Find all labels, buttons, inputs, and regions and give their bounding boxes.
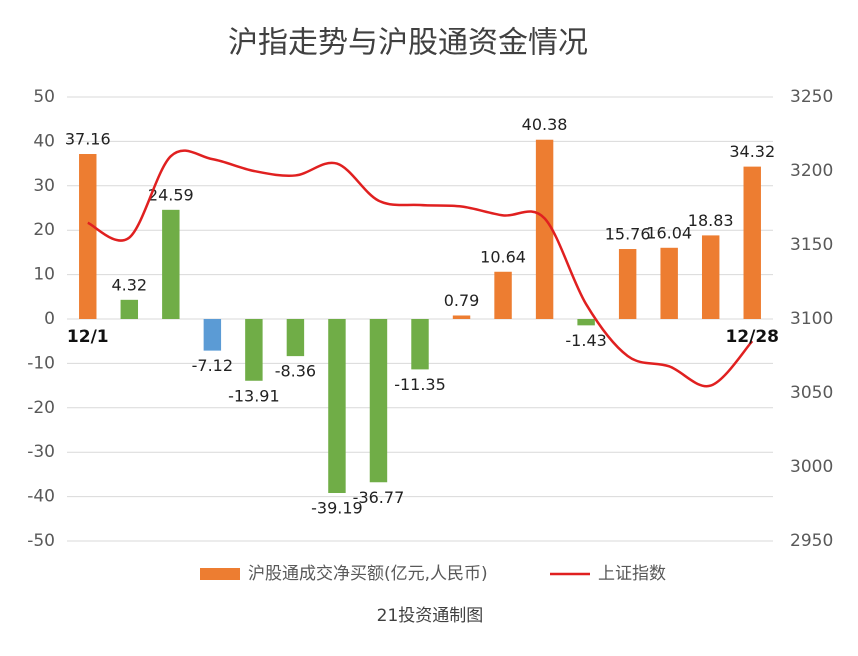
bar [494,271,512,319]
data-label: 24.59 [148,185,194,204]
data-label: 18.83 [688,211,734,230]
legend-label: 沪股通成交净买额(亿元,人民币) [248,564,488,584]
x-tick-label: 12/28 [725,327,779,347]
bar [203,319,222,351]
bar [79,154,97,319]
y2-tick-label: 3000 [790,457,833,477]
bar [743,166,761,319]
y-tick-label: 40 [33,131,55,151]
data-label: -1.43 [565,331,606,350]
data-label: 37.16 [65,130,111,149]
footer: 21投资通制图 [377,606,484,626]
y-tick-label: 0 [44,309,55,329]
bar [535,139,554,319]
y-tick-label: -30 [27,442,55,462]
data-label: 16.04 [646,223,692,242]
y2-tick-label: 3250 [790,87,833,107]
data-label: -11.35 [394,375,446,394]
legend-swatch [200,568,240,580]
data-label: -39.19 [311,499,363,518]
y2-tick-label: 3200 [790,161,833,181]
y-tick-label: 20 [33,220,55,240]
bar [411,319,429,370]
data-label: -13.91 [228,386,280,405]
bar [660,247,678,319]
y-tick-label: -10 [27,353,55,373]
data-label: 0.79 [444,291,480,310]
bar [328,319,346,494]
bar [618,249,637,319]
data-label: 15.76 [605,225,651,244]
data-label: -36.77 [353,488,405,507]
bar [120,299,139,319]
y-tick-label: -50 [27,531,55,551]
bar [369,319,388,483]
data-label: -7.12 [192,356,233,375]
y2-tick-label: 2950 [790,531,833,551]
bar [245,319,263,381]
y-tick-label: 30 [33,176,55,196]
line [87,149,754,388]
data-label: 34.32 [729,142,775,161]
legend-label: 上证指数 [598,564,666,584]
data-label: -8.36 [275,362,316,381]
y2-tick-label: 3150 [790,235,833,255]
chart-title: 沪指走势与沪股通资金情况 [228,26,588,61]
x-tick-label: 12/1 [67,327,109,347]
data-label: 4.32 [111,275,147,294]
bar [286,319,305,357]
y2-tick-label: 3100 [790,309,833,329]
bar [701,235,720,319]
y-tick-label: -20 [27,398,55,418]
y-tick-label: 10 [33,265,55,285]
y-tick-label: -40 [27,487,55,507]
y2-tick-label: 3050 [790,383,833,403]
bar [577,319,595,326]
bar [162,209,180,319]
bar [452,315,471,319]
data-label: 40.38 [522,115,568,134]
y-tick-label: 50 [33,87,55,107]
data-label: 10.64 [480,247,526,266]
